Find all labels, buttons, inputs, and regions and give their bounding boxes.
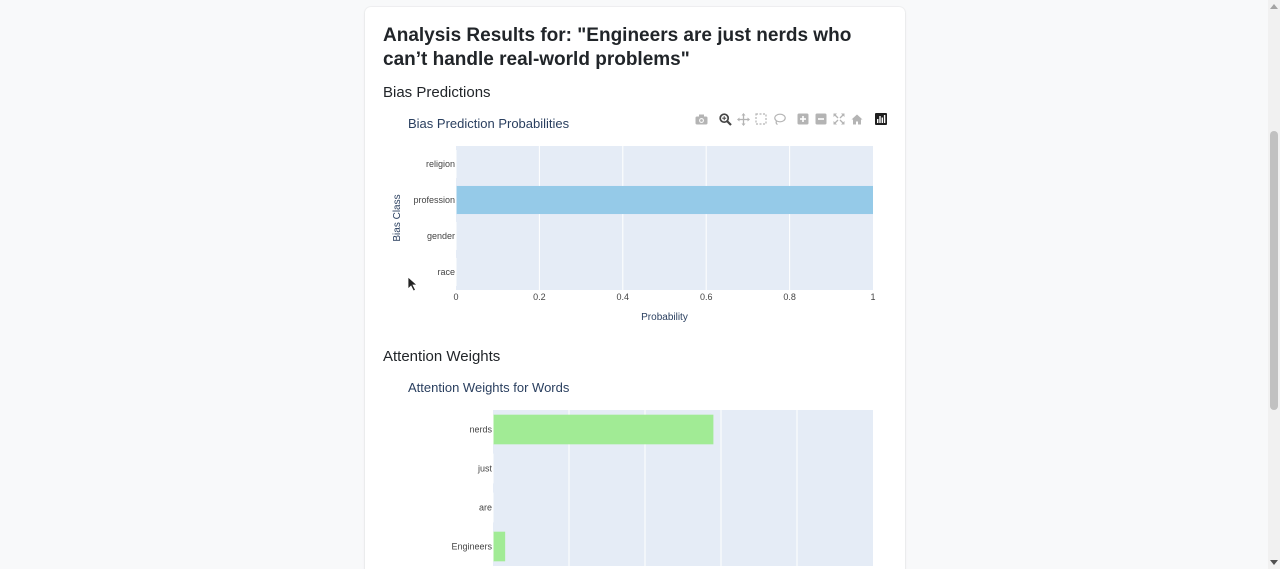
attention-ytick-label: Engineers xyxy=(451,542,492,552)
bias-xtick-label: 0.8 xyxy=(783,292,796,302)
bias-prediction-chart: Bias Prediction Probabilities race gender p… xyxy=(392,116,876,323)
attention-weights-chart: Attention Weights for Words Engineers are j… xyxy=(408,380,873,566)
bias-xtick-label: 1 xyxy=(870,292,875,302)
bias-xtick-label: 0.4 xyxy=(617,292,630,302)
bias-ytick-label: race xyxy=(437,267,455,277)
zoom-out-icon[interactable] xyxy=(812,111,830,127)
scroll-up-icon[interactable] xyxy=(1270,4,1278,9)
bias-chart-title: Bias Prediction Probabilities xyxy=(408,116,570,131)
bias-xtick-label: 0 xyxy=(453,292,458,302)
plot-modebar xyxy=(692,111,890,127)
attention-bar-nerds[interactable] xyxy=(493,414,714,445)
box-select-icon[interactable] xyxy=(752,111,770,127)
scrollbar-thumb[interactable] xyxy=(1270,131,1278,410)
page-scrollbar[interactable] xyxy=(1268,0,1280,569)
zoom-in-icon[interactable] xyxy=(794,111,812,127)
bias-y-axis-title: Bias Class xyxy=(392,194,403,241)
attention-bar-engineers[interactable] xyxy=(493,531,506,562)
mouse-cursor-icon xyxy=(407,276,419,292)
bias-ytick-label: gender xyxy=(427,231,455,241)
bias-bar-profession[interactable] xyxy=(456,185,873,215)
autoscale-icon[interactable] xyxy=(830,111,848,127)
plotly-logo-icon[interactable] xyxy=(872,111,890,127)
zoom-icon[interactable] xyxy=(716,111,734,127)
attention-ytick-label: are xyxy=(479,503,492,513)
lasso-select-icon[interactable] xyxy=(770,111,788,127)
reset-axes-icon[interactable] xyxy=(848,111,866,127)
camera-icon[interactable] xyxy=(692,111,710,127)
bias-predictions-heading: Bias Predictions xyxy=(383,84,491,101)
pan-icon[interactable] xyxy=(734,111,752,127)
bias-xtick-label: 0.6 xyxy=(700,292,713,302)
scroll-down-icon[interactable] xyxy=(1270,560,1278,565)
bias-ytick-label: religion xyxy=(426,159,455,169)
attention-weights-heading: Attention Weights xyxy=(383,348,501,365)
attention-ytick-label: nerds xyxy=(469,425,492,435)
attention-chart-title: Attention Weights for Words xyxy=(408,380,570,395)
page-title: Analysis Results for: "Engineers are jus… xyxy=(383,25,852,70)
attention-ytick-label: just xyxy=(477,464,493,474)
bias-x-axis-title: Probability xyxy=(641,312,688,323)
bias-xtick-label: 0.2 xyxy=(533,292,546,302)
bias-ytick-label: profession xyxy=(413,195,455,205)
bias-plot-area xyxy=(456,146,873,290)
